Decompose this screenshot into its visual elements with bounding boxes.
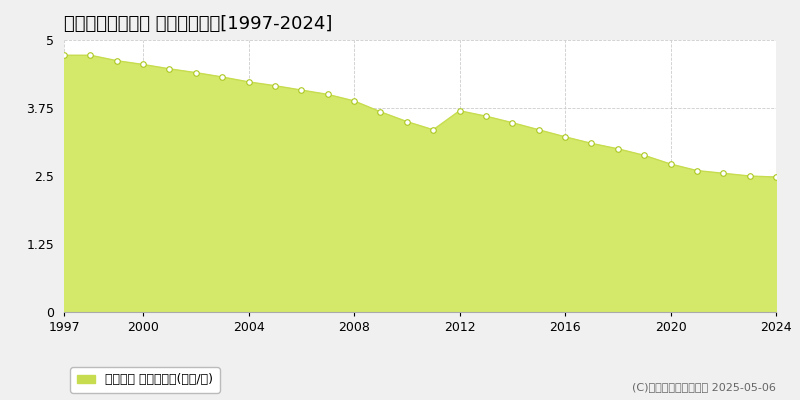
Point: [506, 120, 518, 126]
Point: [322, 91, 334, 98]
Point: [479, 113, 492, 119]
Point: [58, 52, 70, 58]
Point: [770, 174, 782, 180]
Point: [84, 52, 97, 58]
Point: [137, 61, 150, 68]
Point: [242, 79, 255, 85]
Point: [743, 173, 756, 179]
Text: 多気郡大台町上楠 基準地価推移[1997-2024]: 多気郡大台町上楠 基準地価推移[1997-2024]: [64, 15, 332, 33]
Point: [664, 161, 677, 167]
Point: [585, 140, 598, 146]
Point: [163, 66, 176, 72]
Point: [638, 152, 650, 158]
Point: [558, 134, 571, 140]
Point: [532, 126, 545, 133]
Point: [401, 118, 414, 125]
Point: [348, 98, 361, 104]
Point: [110, 58, 123, 64]
Point: [453, 108, 466, 114]
Legend: 基準地価 平均坪単価(万円/坪): 基準地価 平均坪単価(万円/坪): [70, 367, 219, 393]
Point: [374, 109, 387, 115]
Point: [269, 82, 282, 89]
Point: [717, 170, 730, 176]
Point: [295, 87, 308, 93]
Point: [216, 74, 229, 80]
Point: [426, 126, 439, 133]
Point: [190, 70, 202, 76]
Point: [690, 167, 703, 174]
Point: [611, 146, 624, 152]
Text: (C)土地価格ドットコム 2025-05-06: (C)土地価格ドットコム 2025-05-06: [632, 382, 776, 392]
